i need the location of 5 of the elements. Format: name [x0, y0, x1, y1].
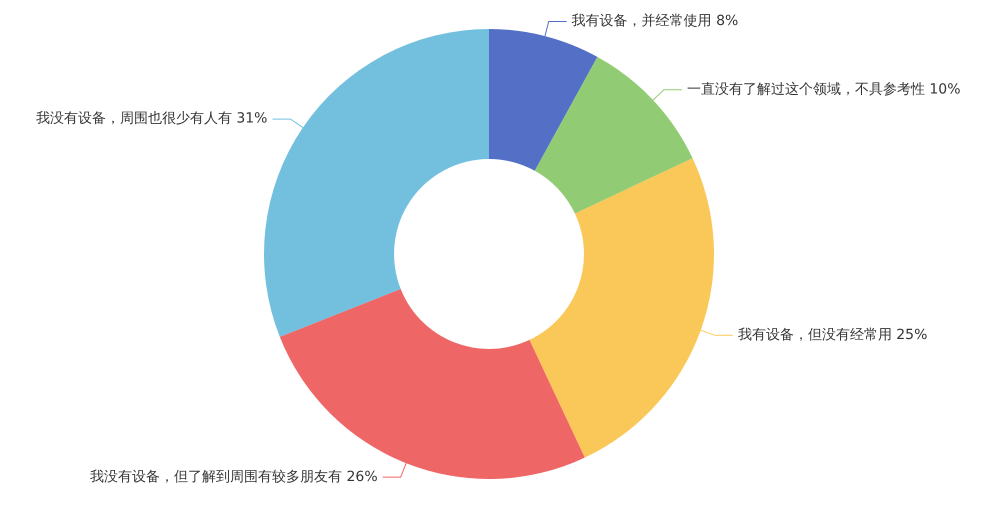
slice-label: 一直没有了解过这个领域，不具参考性 10% — [686, 81, 961, 98]
slice-label: 我没有设备，但了解到周围有较多朋友有 26% — [90, 468, 378, 485]
slice-label: 我有设备，但没有经常用 25% — [738, 326, 928, 343]
slice-label: 我有设备，并经常使用 8% — [572, 13, 738, 30]
slice-label: 我没有设备，周围也很少有人有 31% — [36, 110, 268, 127]
